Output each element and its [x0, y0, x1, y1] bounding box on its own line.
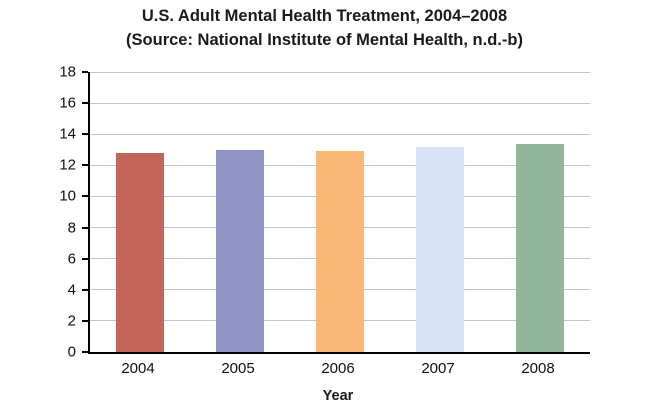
y-tick-label: 6: [67, 250, 76, 268]
y-tick-mark: [82, 319, 88, 322]
chart-title: U.S. Adult Mental Health Treatment, 2004…: [0, 4, 649, 52]
y-tick-label: 10: [59, 187, 76, 205]
chart-title-line1: U.S. Adult Mental Health Treatment, 2004…: [141, 7, 508, 25]
y-tick-mark: [82, 71, 88, 73]
y-tick-mark: [82, 288, 88, 291]
y-tick-label: 16: [59, 94, 76, 112]
bar-2008: [516, 143, 564, 352]
bar-2005: [216, 149, 264, 352]
x-tick-label: 2005: [221, 360, 255, 377]
y-tick-label: 14: [59, 125, 76, 143]
y-tick-mark: [82, 351, 88, 353]
y-tick-label: 8: [67, 219, 76, 237]
gridline: [90, 133, 590, 135]
y-tick-mark: [82, 257, 88, 260]
bar-2007: [416, 146, 464, 352]
y-tick-label: 12: [59, 156, 76, 174]
gridline: [90, 71, 590, 73]
x-axis-title: Year: [88, 388, 588, 404]
x-tick-label: 2007: [421, 360, 455, 377]
y-tick-mark: [82, 226, 88, 229]
bar-2006: [316, 151, 364, 352]
x-axis-title-text: Year: [322, 388, 354, 404]
chart-title-line2: (Source: National Institute of Mental He…: [126, 31, 523, 49]
x-tick-label: 2006: [321, 360, 355, 377]
y-tick-mark: [82, 102, 88, 105]
plot-area: [88, 71, 590, 354]
y-tick-label: 0: [67, 343, 76, 361]
y-tick-mark: [82, 195, 88, 198]
x-tick-label: 2008: [521, 360, 555, 377]
y-tick-mark: [82, 133, 88, 136]
x-tick-label: 2004: [121, 360, 155, 377]
bar-2004: [116, 152, 164, 352]
y-tick-label: 18: [59, 63, 76, 81]
gridline: [90, 102, 590, 104]
y-tick-mark: [82, 164, 88, 167]
y-tick-label: 2: [67, 312, 76, 330]
y-tick-label: 4: [67, 281, 76, 299]
